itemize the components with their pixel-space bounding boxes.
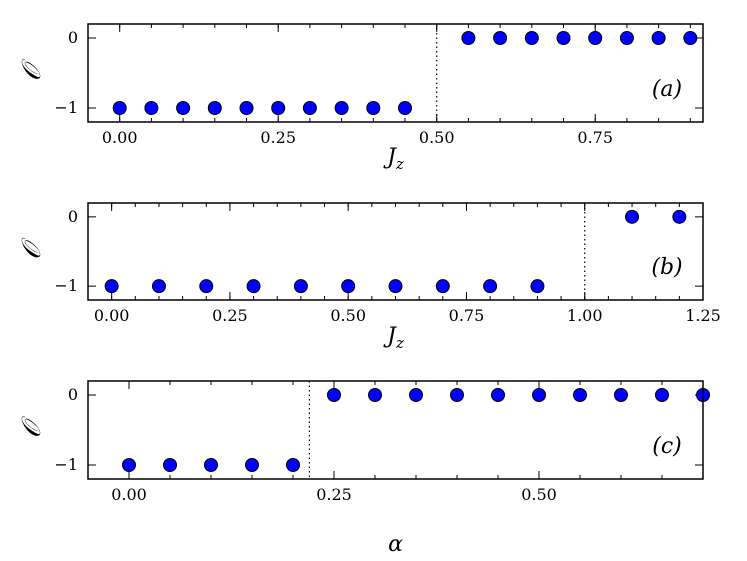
data-point: [334, 101, 349, 115]
data-point: [483, 279, 498, 294]
data-point: [104, 279, 119, 294]
data-point: [327, 388, 341, 402]
data-point: [672, 209, 687, 224]
data-point: [524, 31, 539, 45]
data-point: [655, 388, 669, 402]
data-point: [398, 101, 413, 115]
xtick-label: 0.75: [577, 128, 613, 147]
panel-c: 0.00 0.25 0.50 0 −1 (c) 𝒪α: [17, 380, 710, 557]
y-axis-label: 𝒪: [17, 58, 47, 81]
data-point: [388, 279, 403, 294]
data-point: [204, 458, 218, 472]
panel-a: 0.00 0.25 0.50 0.75 0 −1 (a) 𝒪 Jz: [17, 23, 704, 173]
y-axis-label: 𝒪: [17, 237, 47, 260]
data-point: [302, 101, 317, 115]
ytick-label: −1: [54, 276, 78, 295]
data-point: [625, 209, 640, 224]
xtick-label: 1.00: [567, 306, 603, 325]
panel-label: (b): [651, 255, 682, 280]
ytick-label: 0: [68, 385, 78, 404]
data-point: [199, 279, 214, 294]
data-point: [530, 279, 545, 294]
x-axis-label: Jz: [383, 324, 404, 352]
data-point: [122, 458, 136, 472]
data-point: [619, 31, 634, 45]
data-point: [450, 388, 464, 402]
plot-frame: [87, 23, 704, 123]
data-point: [207, 101, 222, 115]
x-axis-label: α: [388, 532, 403, 557]
panel-b: 0.00 0.25 0.50 0.75 1.00 1.25 0 −1 (b) 𝒪 Jz: [17, 202, 721, 352]
data-point: [151, 279, 166, 294]
data-point: [366, 101, 381, 115]
data-point: [493, 31, 508, 45]
data-point: [245, 458, 259, 472]
data-point: [246, 279, 261, 294]
data-point: [271, 101, 286, 115]
data-point: [461, 31, 476, 45]
xtick-label: 0.00: [102, 128, 138, 147]
data-point: [588, 31, 603, 45]
xtick-label: 0.25: [212, 306, 248, 325]
plot-frame: [87, 380, 704, 480]
data-point: [176, 101, 191, 115]
data-point: [683, 31, 698, 45]
data-point: [239, 101, 254, 115]
data-point: [368, 388, 382, 402]
xtick-label: 0.00: [111, 485, 147, 504]
data-point: [409, 388, 423, 402]
data-point: [614, 388, 628, 402]
data-point: [293, 279, 308, 294]
xtick-label: 0.00: [94, 306, 130, 325]
data-point: [491, 388, 505, 402]
data-point: [651, 31, 666, 45]
y-axis-label: 𝒪: [17, 415, 47, 438]
xtick-label: 0.50: [419, 128, 455, 147]
data-point: [163, 458, 177, 472]
panel-label: (a): [652, 77, 682, 102]
xtick-label: 0.50: [330, 306, 366, 325]
ytick-label: −1: [54, 455, 78, 474]
plot-frame: [87, 202, 704, 301]
data-point: [435, 279, 450, 294]
data-point: [573, 388, 587, 402]
ytick-label: 0: [68, 28, 78, 47]
data-point: [112, 101, 127, 115]
xtick-label: 0.50: [521, 485, 557, 504]
data-point: [532, 388, 546, 402]
xtick-label: 1.25: [685, 306, 721, 325]
ytick-label: 0: [68, 207, 78, 226]
data-point: [144, 101, 159, 115]
data-point: [556, 31, 571, 45]
xtick-label: 0.25: [316, 485, 352, 504]
panel-label: (c): [652, 434, 682, 459]
data-point: [341, 279, 356, 294]
data-point: [286, 458, 300, 472]
x-axis-label: Jz: [383, 145, 404, 173]
xtick-label: 0.25: [260, 128, 296, 147]
xtick-label: 0.75: [449, 306, 485, 325]
ytick-label: −1: [54, 98, 78, 117]
